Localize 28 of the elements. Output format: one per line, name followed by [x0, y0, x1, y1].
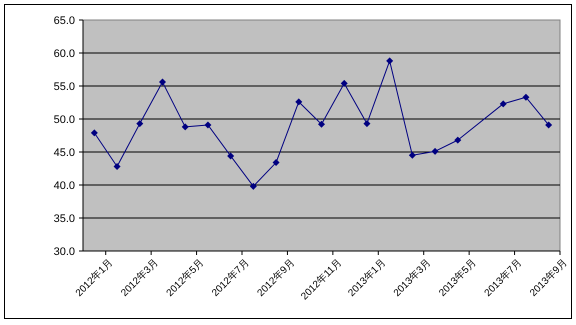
point: [386, 57, 394, 64]
point: [204, 121, 212, 128]
point: [114, 163, 121, 170]
point: [363, 120, 370, 128]
point: [340, 80, 348, 87]
y-tick-label: 55.0: [54, 81, 75, 93]
point: [136, 120, 144, 128]
y-tick-label: 30.0: [54, 246, 75, 258]
point: [182, 123, 189, 130]
y-tick-label: 65.0: [54, 15, 75, 27]
point: [295, 98, 302, 106]
point: [408, 152, 416, 159]
point: [545, 121, 552, 128]
point: [272, 159, 280, 166]
y-tick-label: 45.0: [54, 147, 75, 159]
point: [432, 148, 439, 155]
y-tick-label: 50.0: [54, 114, 75, 126]
point: [90, 129, 98, 136]
y-tick-label: 60.0: [54, 48, 75, 60]
point: [318, 120, 325, 128]
y-tick-label: 35.0: [54, 213, 75, 225]
point: [250, 182, 257, 190]
point: [454, 136, 462, 144]
point: [522, 94, 530, 101]
y-tick-label: 40.0: [54, 180, 75, 192]
point: [500, 100, 507, 108]
point: [159, 78, 166, 86]
point: [227, 152, 234, 160]
